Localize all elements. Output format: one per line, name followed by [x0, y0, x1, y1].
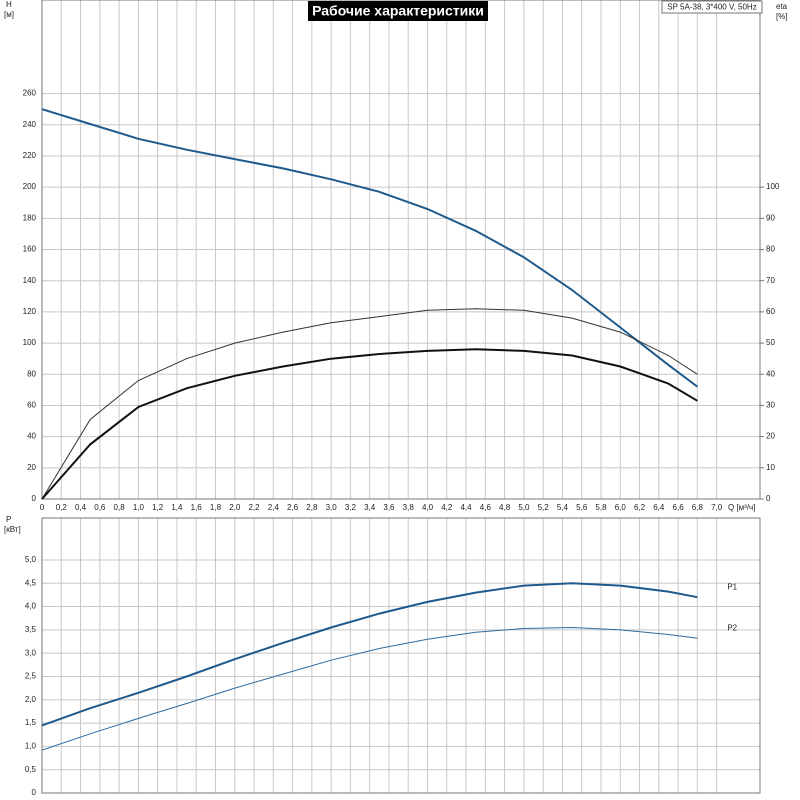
y-axis-unit: [м]: [4, 10, 14, 19]
title-box: [308, 1, 488, 21]
y-tick-label: 0: [32, 494, 37, 503]
y-tick-label: 20: [27, 463, 36, 472]
y-tick-label: 3,5: [25, 625, 37, 634]
y2-tick-label: 40: [766, 369, 775, 378]
x-tick-label: 0,6: [94, 503, 106, 512]
y-tick-label: 140: [23, 276, 37, 285]
x-tick-label: 1,0: [133, 503, 145, 512]
y-tick-label: 180: [23, 213, 37, 222]
x-tick-label: 6,0: [615, 503, 627, 512]
x-tick-label: 1,8: [210, 503, 222, 512]
x-tick-label: 0: [40, 503, 45, 512]
subtitle-box: [661, 0, 763, 14]
y-tick-label: 2,5: [25, 672, 37, 681]
x-tick-label: 5,2: [538, 503, 550, 512]
y-tick-label: 4,0: [25, 602, 37, 611]
x-tick-label: 5,4: [557, 503, 569, 512]
x-axis-label: Q [м³/ч]: [728, 503, 755, 512]
x-tick-label: 4,8: [499, 503, 511, 512]
x-tick-label: 4,0: [422, 503, 434, 512]
y2-axis-unit: [%]: [776, 12, 788, 21]
x-tick-label: 5,6: [576, 503, 588, 512]
series-line: [41, 108, 699, 388]
x-tick-label: 3,0: [326, 503, 338, 512]
x-tick-label: 4,4: [460, 503, 472, 512]
y-tick-label: 200: [23, 182, 37, 191]
x-tick-label: 1,4: [171, 503, 183, 512]
x-tick-label: 3,4: [364, 503, 376, 512]
x-tick-label: 7,0: [711, 503, 723, 512]
series-line: [41, 348, 698, 500]
y2-tick-label: 30: [766, 401, 775, 410]
bottom-plot-frame: [41, 517, 761, 794]
y-tick-label: 0: [32, 788, 37, 797]
y2-tick-label: 0: [766, 494, 771, 503]
x-tick-label: 1,2: [152, 503, 164, 512]
y-tick-label: 260: [23, 89, 37, 98]
y2-tick-label: 20: [766, 432, 775, 441]
y-tick-label: 240: [23, 120, 37, 129]
y-axis-label: P: [6, 515, 11, 524]
y-tick-label: 0,5: [25, 765, 37, 774]
chart-subtitle: SP 5A-38, 3*400 V, 50Hz: [667, 3, 756, 12]
x-tick-label: 2,6: [287, 503, 299, 512]
x-tick-label: 2,8: [306, 503, 318, 512]
y-tick-label: 5,0: [25, 555, 37, 564]
y2-tick-label: 60: [766, 307, 775, 316]
y-tick-label: 160: [23, 245, 37, 254]
y-tick-label: 1,5: [25, 718, 37, 727]
y2-tick-label: 100: [766, 182, 780, 191]
y2-axis-label: eta: [776, 2, 788, 11]
chart-title: Рабочие характеристики: [312, 3, 484, 19]
x-tick-label: 5,8: [595, 503, 607, 512]
x-tick-label: 5,0: [518, 503, 530, 512]
y-tick-label: 220: [23, 151, 37, 160]
y2-tick-label: 10: [766, 463, 775, 472]
x-tick-label: 0,4: [75, 503, 87, 512]
y-tick-label: 100: [23, 338, 37, 347]
series-label: P1: [727, 582, 737, 591]
x-tick-label: 2,4: [268, 503, 280, 512]
x-tick-label: 2,0: [229, 503, 241, 512]
x-tick-label: 6,2: [634, 503, 646, 512]
y-tick-label: 4,5: [25, 578, 37, 587]
y-axis-label: H: [6, 0, 12, 9]
x-tick-label: 6,8: [692, 503, 704, 512]
series-line: [41, 582, 698, 727]
series-line: [41, 626, 698, 751]
y-tick-label: 2,0: [25, 695, 37, 704]
x-tick-label: 2,2: [248, 503, 260, 512]
y-tick-label: 120: [23, 307, 37, 316]
y-axis-unit: [кВт]: [4, 525, 21, 534]
series-line: [41, 308, 698, 500]
y2-tick-label: 70: [766, 276, 775, 285]
x-tick-label: 6,6: [673, 503, 685, 512]
y-tick-label: 1,0: [25, 741, 37, 750]
y2-tick-label: 90: [766, 213, 775, 222]
y2-tick-label: 50: [766, 338, 775, 347]
x-tick-label: 0,8: [114, 503, 126, 512]
y2-tick-label: 80: [766, 245, 775, 254]
x-tick-label: 0,2: [56, 503, 68, 512]
y-tick-label: 40: [27, 432, 36, 441]
x-tick-label: 3,8: [403, 503, 415, 512]
x-tick-label: 4,6: [480, 503, 492, 512]
y-tick-label: 3,0: [25, 648, 37, 657]
x-tick-label: 4,2: [441, 503, 453, 512]
x-tick-label: 3,6: [383, 503, 395, 512]
x-tick-label: 6,4: [653, 503, 665, 512]
y-tick-label: 80: [27, 369, 36, 378]
x-tick-label: 3,2: [345, 503, 357, 512]
series-label: P2: [727, 623, 737, 632]
x-tick-label: 1,6: [191, 503, 203, 512]
y-tick-label: 60: [27, 401, 36, 410]
